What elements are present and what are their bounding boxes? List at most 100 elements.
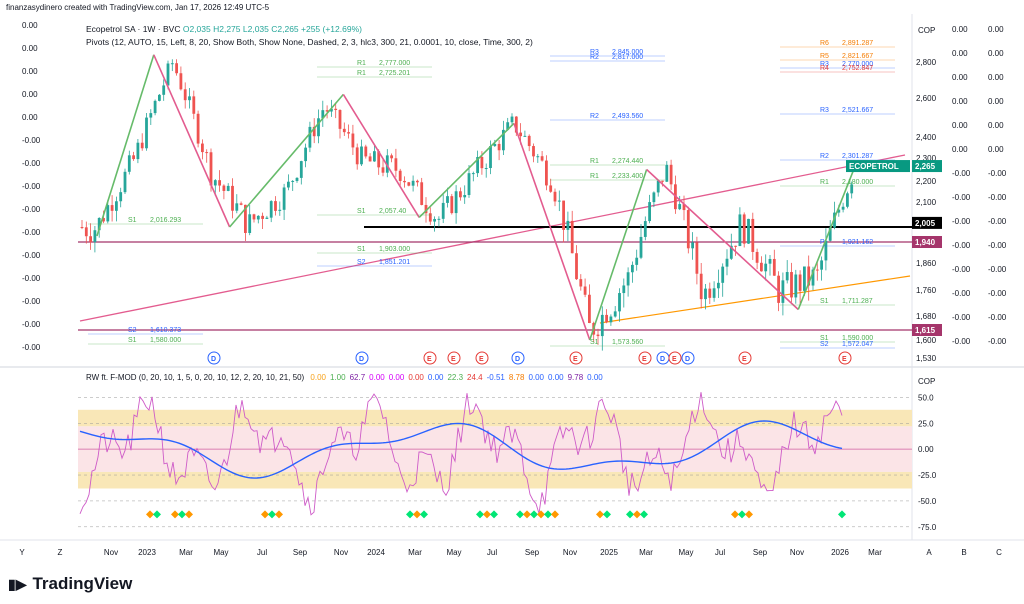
candle-body [648, 202, 651, 222]
pivots-indicator-label[interactable]: Pivots (12, AUTO, 15, Left, 8, 20, Show … [86, 37, 533, 47]
pivot-value: 2,845.000 [612, 49, 643, 56]
outer-axis-label: -0.00 [988, 289, 1007, 298]
candle-body [738, 214, 742, 247]
tradingview-brand: ▮▶ TradingView [8, 574, 133, 593]
left-axis-label: -0.00 [22, 274, 41, 283]
left-axis-label: 0.00 [22, 113, 38, 122]
outer-axis-label: -0.00 [988, 193, 1007, 202]
left-axis-label: -0.00 [22, 205, 41, 214]
osc-axis-label: -25.0 [918, 471, 937, 480]
osc-diamond-marker [745, 510, 753, 519]
event-marker [355, 351, 369, 365]
candle-body [755, 251, 759, 263]
pivot-value: 2,180.000 [842, 179, 873, 186]
candle-body [510, 116, 514, 123]
left-axis-label: 0.00 [22, 67, 38, 76]
event-marker [638, 351, 652, 365]
price-tag [912, 160, 942, 173]
candle-body [162, 85, 166, 95]
candle-body [476, 156, 479, 174]
time-axis-label: May [678, 548, 693, 557]
candle-body [480, 156, 484, 169]
candle-body [416, 180, 419, 183]
event-marker-text: E [479, 356, 484, 363]
candle-body [463, 195, 467, 198]
candle-body [351, 133, 355, 148]
candle-body [102, 218, 105, 222]
pivot-label: R1 [590, 173, 599, 180]
candle-body [239, 203, 243, 205]
candle-body [166, 63, 170, 86]
candle-body [545, 160, 548, 186]
time-axis-label: Sep [753, 548, 768, 557]
event-marker-text: D [211, 356, 216, 363]
orange-support-line [599, 275, 911, 324]
time-axis-label: Jul [487, 548, 497, 557]
candle-body [140, 142, 144, 149]
candle-body [269, 201, 273, 218]
candle-body [837, 209, 841, 213]
candle-body [252, 214, 256, 220]
pivot-value: 2,752.847 [842, 65, 873, 72]
osc-diamond-marker [476, 510, 484, 519]
outer-axis-label-b: -0.00 [952, 313, 971, 322]
pivot-value: 2,821.667 [842, 53, 873, 60]
price-tick-label: 2,300 [916, 154, 937, 163]
candle-body [235, 203, 239, 211]
candle-body [540, 156, 544, 161]
candle-body [725, 258, 729, 267]
zigzag-segment [513, 123, 591, 341]
candle-body [179, 73, 183, 90]
outer-axis-label: -0.00 [988, 217, 1007, 226]
osc-diamond-marker [596, 510, 604, 519]
pivot-label: S1 [128, 217, 137, 224]
candle-body [209, 152, 213, 186]
osc-axis-label: -50.0 [918, 497, 937, 506]
zigzag-segment [153, 54, 231, 228]
outer-axis-label: 0.00 [988, 73, 1004, 82]
time-axis-label: Mar [639, 548, 653, 557]
pivot-label: R1 [357, 70, 366, 77]
zigzag-segment [342, 93, 420, 218]
candle-body [420, 182, 424, 205]
oscillator-value-9: -0.51 [486, 373, 505, 382]
osc-diamond-marker [523, 510, 531, 519]
candle-body [403, 180, 406, 183]
event-marker-text: E [842, 356, 847, 363]
candle-body [282, 187, 286, 210]
pivot-value: 2,274.440 [612, 158, 643, 165]
candle-body [119, 192, 123, 202]
candle-body [170, 63, 174, 65]
candle-body [437, 218, 441, 220]
left-axis-label: 0.00 [22, 21, 38, 30]
pivot-label: S2 [128, 327, 137, 334]
outer-axis-label: 0.00 [988, 49, 1004, 58]
symbol-title[interactable]: Ecopetrol SA · 1W · BVC [86, 24, 181, 34]
zigzag-segment [589, 169, 648, 341]
price-tag-text: 1,615 [915, 326, 936, 335]
price-tick-label: 1,530 [916, 354, 937, 363]
candle-body [312, 126, 316, 137]
oscillator-name[interactable]: RW ft. F-MOD (0, 20, 10, 1, 5, 0, 20, 10… [86, 373, 305, 382]
event-marker-text: E [642, 356, 647, 363]
candle-body [557, 200, 561, 202]
candle-body [205, 152, 209, 154]
candle-body [583, 286, 587, 295]
candle-body [196, 113, 200, 144]
candle-body [815, 269, 819, 271]
symbol-tag [846, 160, 910, 173]
outer-axis-label: 0.00 [988, 97, 1004, 106]
candle-body [699, 273, 703, 300]
candle-body [355, 147, 359, 165]
pivot-value: 1,572.047 [842, 341, 873, 348]
candle-body [287, 181, 290, 188]
candle-body [631, 264, 634, 273]
candle-body [841, 206, 845, 210]
pivot-value: 2,777.000 [379, 60, 410, 67]
pivot-label: S2 [357, 259, 366, 266]
event-marker-text: E [451, 356, 456, 363]
pivot-label: S1 [590, 339, 599, 346]
ohlc-values: O2,035 H2,275 L2,035 C2,265 +255 (+12.69… [182, 24, 362, 34]
candle-body [734, 245, 737, 247]
